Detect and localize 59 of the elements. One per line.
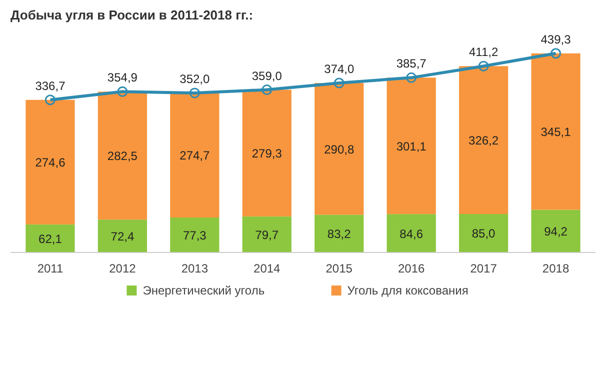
data-label: 279,3 [252, 146, 282, 161]
data-label: 326,2 [468, 134, 499, 148]
data-label: 79,7 [255, 228, 279, 242]
data-label: 94,2 [544, 224, 568, 239]
data-label: 274,6 [35, 156, 66, 170]
bar [26, 100, 75, 224]
x-tick-label: 2014 [254, 262, 281, 276]
point [189, 88, 200, 98]
bar [98, 92, 147, 220]
bar [459, 214, 508, 252]
bar [98, 220, 147, 252]
data-label: 345,1 [540, 125, 572, 140]
data-label: 83,2 [327, 227, 352, 242]
point [262, 84, 272, 96]
x-tick-label: 2011 [37, 262, 64, 276]
bar [170, 92, 220, 218]
point [406, 72, 417, 83]
bar [170, 217, 220, 252]
bar [386, 78, 436, 214]
x-tick-label: 2012 [109, 262, 136, 276]
legend-label: Энергетический уголь [142, 284, 265, 298]
x-tick-label: 2018 [542, 262, 570, 276]
data-label: 374,0 [324, 62, 354, 76]
bar [531, 53, 580, 210]
data-label: 282,5 [107, 149, 138, 164]
bar [459, 66, 508, 214]
text: Добыча угля в России в 2011-2018 гг.: [10, 8, 254, 22]
data-label: 62,1 [38, 232, 62, 246]
data-label: 336,7 [35, 78, 66, 93]
data-label: 385,7 [396, 56, 427, 71]
x-tick-label: 2017 [470, 262, 498, 276]
data-label: 352,0 [180, 72, 210, 86]
bar [26, 224, 75, 252]
data-label: 359,0 [252, 68, 282, 83]
data-label: 290,8 [324, 142, 354, 156]
bar [242, 216, 292, 252]
x-tick-label: 2015 [326, 262, 353, 276]
bar [314, 82, 364, 215]
data-label: 77,3 [182, 228, 207, 242]
data-label: 84,6 [400, 226, 424, 241]
bar [386, 214, 436, 252]
bar [242, 90, 292, 216]
data-label: 354,9 [107, 70, 138, 85]
point [117, 86, 128, 97]
point [478, 60, 489, 72]
bar [531, 210, 580, 252]
bar [314, 214, 364, 252]
data-label: 72,4 [110, 230, 134, 244]
point [44, 94, 56, 106]
x-tick-label: 2016 [398, 262, 426, 276]
data-label: 274,7 [180, 148, 210, 163]
legend-label: Уголь для коксования [347, 284, 468, 298]
data-label: 439,3 [540, 32, 572, 46]
data-label: 411,2 [468, 45, 498, 60]
point [334, 78, 344, 88]
point [550, 48, 562, 59]
data-label: 85,0 [472, 226, 496, 241]
x-tick-label: 2013 [181, 262, 208, 276]
data-label: 301,1 [396, 139, 427, 154]
